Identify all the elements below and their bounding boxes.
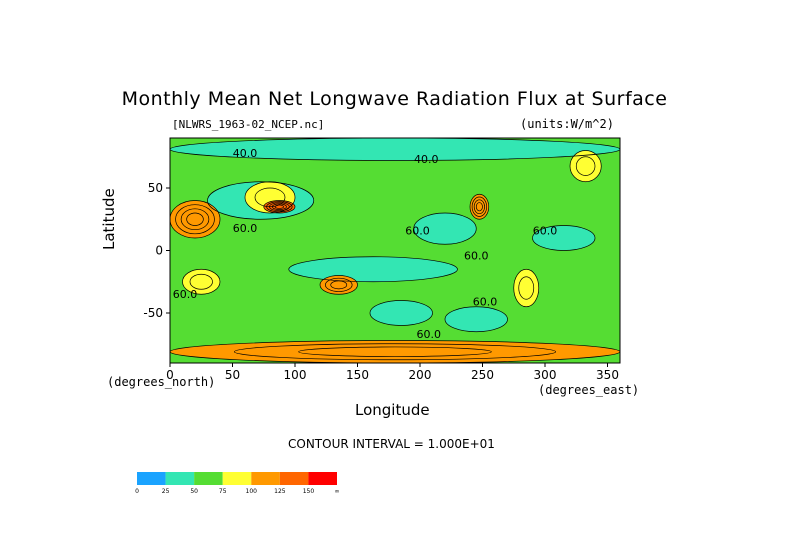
field-region-sahara	[170, 200, 220, 238]
x-axis-label: Longitude	[355, 401, 430, 419]
contour-line	[180, 208, 210, 231]
colorbar-swatch	[165, 472, 195, 485]
units-label: (units:W/m^2)	[520, 117, 614, 131]
y-axis-label: Latitude	[100, 188, 118, 250]
contour-lines	[170, 138, 620, 363]
x-axis: 0 50 100 150 200 250 300 350	[166, 363, 619, 382]
field-region-north-pacific	[413, 213, 477, 245]
contour-line	[288, 256, 458, 283]
contour-interval: CONTOUR INTERVAL = 1.000E+01	[288, 437, 495, 451]
y-unit-label: (degrees_north)	[107, 375, 216, 389]
contour-label: 60.0	[173, 288, 198, 301]
contour-line	[469, 193, 490, 220]
dataset-label: [NLWRS_1963-02_NCEP.nc]	[172, 118, 325, 131]
field-region-atlantic	[532, 225, 595, 251]
y-tick-label: 50	[148, 181, 163, 195]
colorbar-swatch	[137, 472, 166, 485]
field-region-south-america	[513, 269, 539, 307]
field-region-greenland	[570, 150, 602, 182]
colorbar-swatch	[308, 472, 337, 485]
x-tick-label: 300	[534, 368, 557, 382]
contour-line	[319, 275, 358, 295]
field-region-arctic	[170, 138, 620, 161]
x-tick-label: 200	[409, 368, 432, 382]
contour-label: 40.0	[233, 147, 258, 160]
contour-line	[518, 276, 535, 300]
contour-line	[413, 212, 477, 245]
y-axis: 50 0 -50	[143, 181, 170, 320]
field-region-southern-ocean-2	[445, 306, 508, 332]
x-tick-label: 50	[225, 368, 240, 382]
colorbar-swatch	[194, 472, 223, 485]
contour-line	[475, 202, 483, 212]
colorbar-tick-label: 50	[190, 488, 198, 495]
contour-line	[330, 280, 348, 290]
contour-line	[244, 181, 296, 214]
contour-line	[233, 343, 557, 361]
contour-line	[532, 225, 596, 251]
contour-line	[254, 187, 286, 208]
contour-line	[575, 156, 596, 176]
colorbar-tick-label: 150	[303, 488, 315, 495]
contour-line	[298, 346, 492, 357]
colorbar-tick-label: 0	[135, 488, 139, 495]
colorbar-tick-label: 125	[274, 488, 286, 495]
contour-label: 60.0	[405, 224, 430, 237]
colorbar: 0 25 50 75 100 125 150 ∞	[135, 472, 340, 495]
colorbar-tick-label: 75	[219, 488, 227, 495]
contour-line	[170, 340, 620, 363]
contour-labels: 40.0 40.0 60.0 60.0 60.0 60.0 60.0 60.0 60.0	[173, 147, 558, 341]
y-tick-label: -50	[143, 306, 163, 320]
x-tick-label: 350	[596, 368, 619, 382]
field-region-south-pacific	[288, 256, 458, 282]
field-region-tibet	[263, 200, 295, 213]
heatmap-field	[170, 138, 620, 363]
contour-line	[444, 306, 508, 333]
colorbar-tick-label: 100	[246, 488, 258, 495]
x-tick-label: 150	[346, 368, 369, 382]
field-region-background	[170, 138, 620, 363]
contour-line	[569, 150, 602, 183]
contour-line	[186, 212, 204, 226]
contour-line	[170, 200, 221, 239]
field-region-north-america-west	[470, 194, 489, 220]
colorbar-swatch	[251, 472, 280, 485]
contour-label: 40.0	[414, 153, 439, 166]
colorbar-swatch	[222, 472, 252, 485]
contour-line	[269, 202, 290, 212]
contour-line	[473, 199, 485, 215]
contour-line	[266, 201, 293, 213]
contour-line	[182, 268, 221, 295]
x-tick-label: 0	[166, 368, 174, 382]
contour-line	[189, 273, 213, 290]
x-unit-label: (degrees_east)	[538, 383, 640, 397]
contour-label: 60.0	[233, 222, 258, 235]
contour-line	[325, 277, 353, 292]
field-region-southern-africa	[182, 269, 220, 295]
colorbar-tick-label: 25	[162, 488, 170, 495]
contour-line	[207, 181, 315, 220]
x-tick-label: 100	[284, 368, 307, 382]
contour-label: 60.0	[473, 296, 498, 309]
y-tick-label: 0	[155, 244, 163, 258]
contour-line	[263, 200, 296, 214]
chart-title: Monthly Mean Net Longwave Radiation Flux…	[121, 88, 668, 110]
contour-line	[513, 268, 540, 308]
contour-label: 60.0	[464, 249, 489, 262]
contour-line	[175, 204, 215, 235]
contour-line	[471, 196, 488, 217]
contour-line	[369, 300, 433, 326]
colorbar-tick-label: ∞	[335, 488, 340, 495]
contour-line	[170, 138, 620, 161]
contour-label: 60.0	[533, 224, 558, 237]
colorbar-swatch	[279, 472, 309, 485]
contour-line	[274, 204, 284, 209]
x-tick-label: 250	[471, 368, 494, 382]
contour-label: 60.0	[417, 328, 442, 341]
field-region-southern-ocean	[370, 300, 433, 326]
contour-line	[271, 203, 287, 210]
